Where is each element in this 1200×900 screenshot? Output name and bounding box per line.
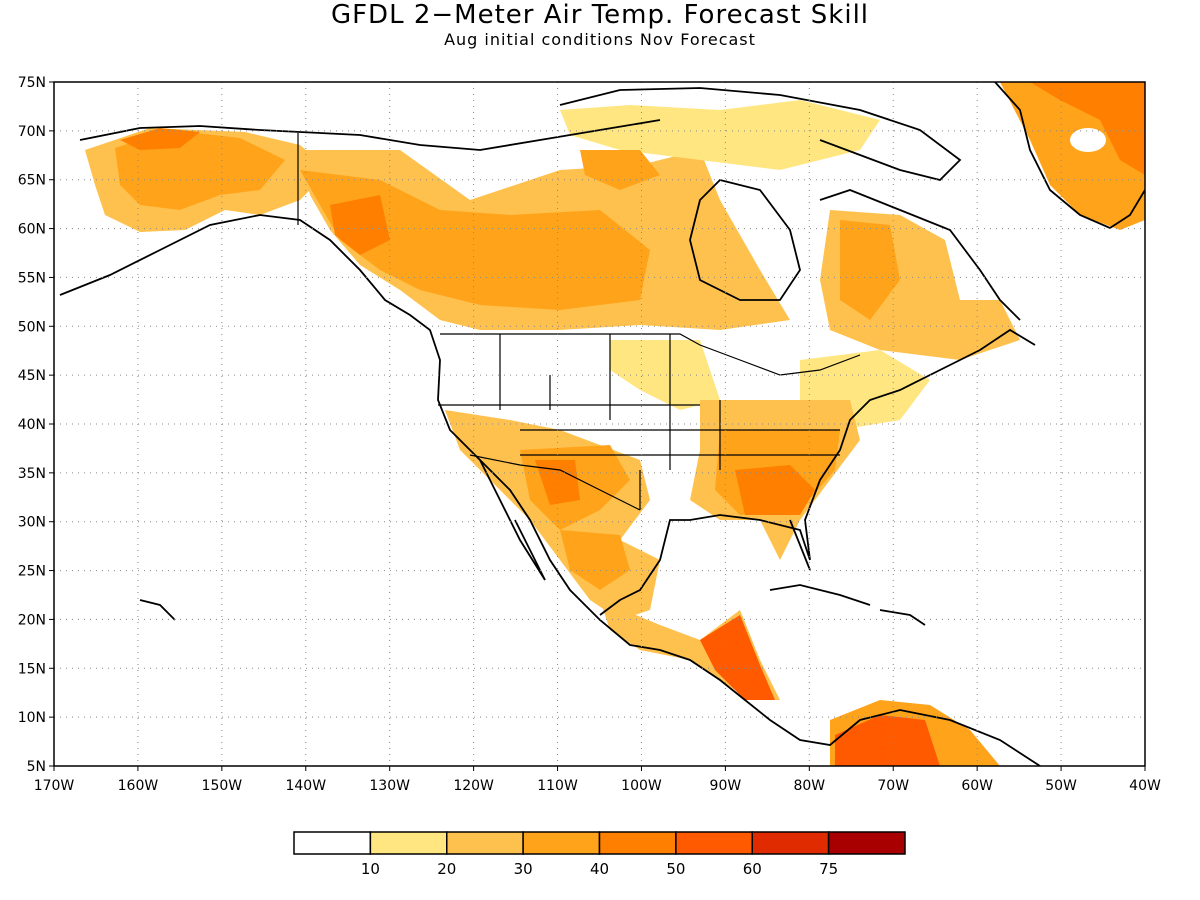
skill-region-quebec-core <box>840 220 900 320</box>
x-tick-label: 130W <box>369 778 410 794</box>
skill-region-alaska-core <box>115 130 285 210</box>
coastline-cuba <box>769 584 871 606</box>
x-tick-label: 170W <box>34 778 75 794</box>
y-tick-label: 15N <box>18 661 46 677</box>
x-tick-label: 60W <box>961 778 993 794</box>
skill-region-alaska-hot <box>120 128 200 150</box>
skill-region-southwest-hot <box>535 460 580 505</box>
x-tick-label: 40W <box>1129 778 1161 794</box>
skill-region-bc-hot <box>330 195 390 255</box>
colorbar-label: 40 <box>590 860 609 878</box>
colorbar-segment <box>522 831 601 855</box>
colorbar-label: 10 <box>361 860 380 878</box>
y-tick-label: 5N <box>27 759 46 775</box>
y-tick-label: 30N <box>18 515 46 531</box>
y-tick-label: 25N <box>18 564 46 580</box>
coastline-hudson-bay <box>689 179 801 301</box>
x-tick-label: 50W <box>1045 778 1077 794</box>
x-tick-label: 120W <box>453 778 494 794</box>
y-tick-label: 60N <box>18 222 46 238</box>
border-us-canada <box>440 333 861 376</box>
coastline-arctic-islands <box>559 87 962 181</box>
border-state-lines-2 <box>438 404 840 510</box>
skill-region-south-america-hot <box>835 715 940 766</box>
political-borders <box>297 133 861 511</box>
colorbar: 10 20 30 40 50 60 75 <box>293 831 906 878</box>
colorbar-label: 50 <box>666 860 685 878</box>
colorbar-label: 20 <box>437 860 456 878</box>
colorbar-segment <box>751 831 830 855</box>
border-us-mexico <box>469 454 641 511</box>
coastline-hispaniola <box>879 609 926 626</box>
colorbar-label: 30 <box>514 860 533 878</box>
longitude-axis: 170W 160W 150W 140W 130W 120W 110W 100W 90W 80W 70… <box>34 766 1161 794</box>
y-tick-label: 55N <box>18 270 46 286</box>
skill-region-greenland-hot <box>1030 82 1145 175</box>
colorbar-segment <box>446 831 524 855</box>
colorbar-segment <box>369 831 448 855</box>
y-tick-label: 50N <box>18 319 46 335</box>
coastline-labrador <box>819 189 1021 321</box>
y-tick-label: 10N <box>18 710 46 726</box>
coastline-north-america <box>59 214 1041 766</box>
coastline-florida <box>789 519 811 571</box>
coastline-greenland <box>994 82 1145 230</box>
skill-region-plains <box>610 340 720 410</box>
border-state-lines-1 <box>499 334 721 470</box>
map-title: GFDL 2−Meter Air Temp. Forecast Skill <box>330 0 870 30</box>
x-tick-label: 150W <box>202 778 243 794</box>
skill-fields <box>85 82 1145 766</box>
skill-region-central-america-hot <box>700 615 775 700</box>
skill-region-greenland-gap <box>1070 128 1106 152</box>
x-tick-label: 110W <box>537 778 578 794</box>
y-tick-label: 65N <box>18 173 46 189</box>
map-gridlines <box>54 82 1145 766</box>
skill-region-western-canada-core <box>300 170 650 310</box>
x-tick-label: 100W <box>621 778 662 794</box>
x-tick-label: 70W <box>877 778 909 794</box>
y-tick-label: 20N <box>18 612 46 628</box>
coastline-baja <box>479 459 546 581</box>
colorbar-segment <box>675 831 753 855</box>
x-tick-label: 140W <box>285 778 326 794</box>
y-tick-label: 75N <box>18 75 46 91</box>
colorbar-segment <box>293 831 372 855</box>
map-subtitle: Aug initial conditions Nov Forecast <box>444 30 756 49</box>
skill-region-southeast-hot <box>735 465 815 515</box>
coastline-gulf-east <box>599 328 1036 616</box>
y-tick-label: 70N <box>18 124 46 140</box>
x-tick-label: 80W <box>793 778 825 794</box>
y-tick-label: 35N <box>18 466 46 482</box>
coastline-alaska-north <box>79 119 661 151</box>
colorbar-label: 60 <box>743 860 762 878</box>
skill-region-mexico-core <box>560 530 630 590</box>
x-tick-label: 160W <box>118 778 159 794</box>
colorbar-segment <box>598 831 677 855</box>
coastline-hawaii <box>139 599 176 621</box>
coastlines <box>59 82 1145 766</box>
colorbar-segment <box>827 831 906 855</box>
y-tick-label: 45N <box>18 368 46 384</box>
latitude-axis: 75N 70N 65N 60N 55N 50N 45N 40N 35N 30N 25N 20N 15N 1… <box>18 75 54 775</box>
x-tick-label: 90W <box>710 778 742 794</box>
colorbar-label: 75 <box>819 860 838 878</box>
y-tick-label: 40N <box>18 417 46 433</box>
